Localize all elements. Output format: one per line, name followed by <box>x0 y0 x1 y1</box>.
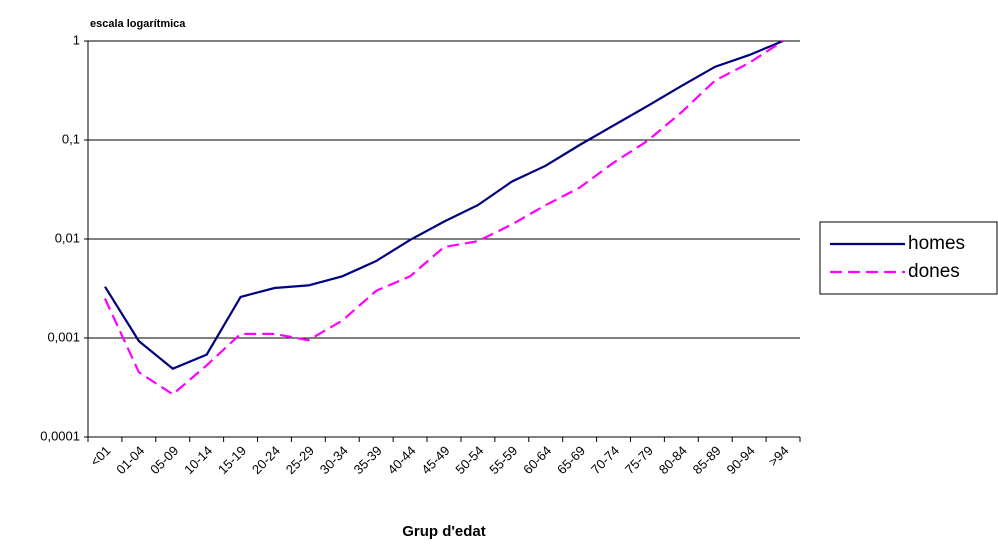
x-tick-label: 30-34 <box>317 443 351 477</box>
x-tick-label: 05-09 <box>147 443 181 477</box>
x-tick-label: 55-59 <box>486 443 520 477</box>
x-tick-label: 80-84 <box>656 443 690 477</box>
y-tick-label: 0,01 <box>55 230 80 245</box>
x-tick-label: 10-14 <box>181 443 215 477</box>
x-tick-label: 50-54 <box>452 443 486 477</box>
line <box>104 39 784 370</box>
annotation: escala logarítmica <box>90 18 186 30</box>
x-tick-label: <01 <box>87 443 113 469</box>
line <box>104 40 784 396</box>
x-tick-label: 15-19 <box>215 443 249 477</box>
x-tick-label: 35-39 <box>351 443 385 477</box>
x-tick-label: 25-29 <box>283 443 317 477</box>
x-axis-label: Grup d'edat <box>402 523 486 540</box>
legend-label: homes <box>908 233 965 254</box>
x-tick-label: 75-79 <box>622 443 656 477</box>
x-tick-label: 65-69 <box>554 443 588 477</box>
x-tick-label: 01-04 <box>113 443 147 477</box>
x-tick-label: 70-74 <box>588 443 622 477</box>
y-tick-label: 0,1 <box>62 131 80 146</box>
y-tick-label: 1 <box>73 32 80 47</box>
x-tick-label: 60-64 <box>520 443 554 477</box>
y-tick-label: 0,001 <box>47 329 80 344</box>
legend-box <box>819 221 998 295</box>
y-tick-label: 0,0001 <box>40 428 80 443</box>
x-tick-label: 40-44 <box>385 443 419 477</box>
x-tick-label: 90-94 <box>724 443 758 477</box>
x-tick-label: >94 <box>765 443 791 469</box>
x-tick-label: 45-49 <box>418 443 452 477</box>
legend-label: dones <box>908 261 960 282</box>
x-tick-label: 85-89 <box>690 443 724 477</box>
x-tick-label: 20-24 <box>249 443 283 477</box>
